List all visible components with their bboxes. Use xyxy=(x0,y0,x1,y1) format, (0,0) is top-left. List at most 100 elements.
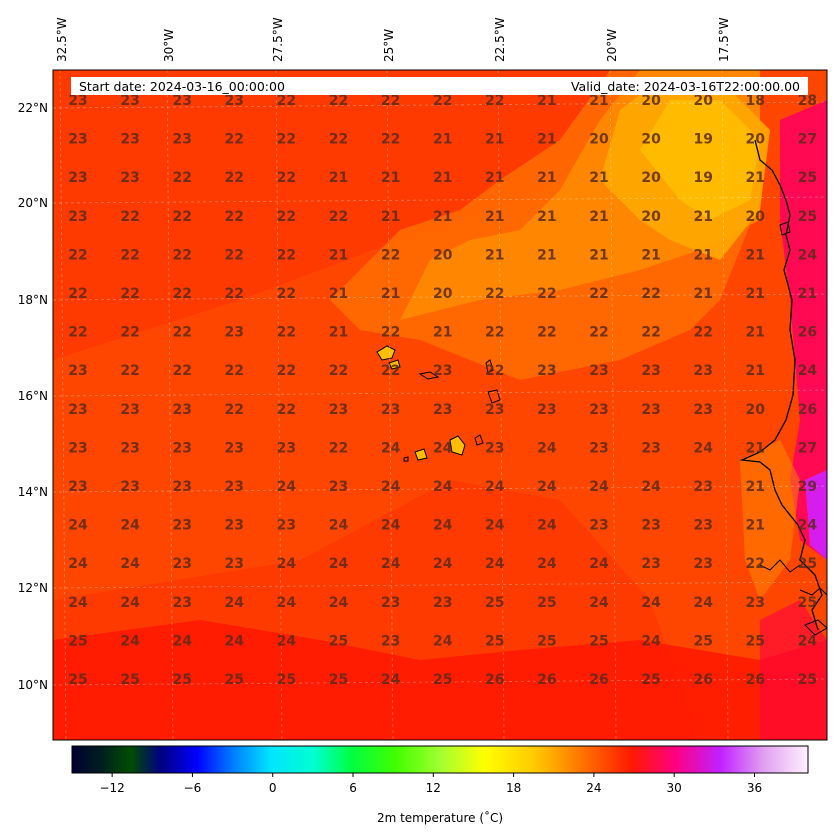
value-label: 20 xyxy=(589,132,609,148)
value-label: 25 xyxy=(329,672,348,688)
value-label: 22 xyxy=(641,286,660,302)
value-label: 21 xyxy=(485,247,504,263)
value-label: 23 xyxy=(68,363,87,379)
value-label: 23 xyxy=(277,518,296,534)
value-label: 23 xyxy=(485,440,504,456)
value-label: 26 xyxy=(693,672,712,688)
value-label: 23 xyxy=(120,440,139,456)
value-label: 21 xyxy=(537,93,556,109)
value-label: 24 xyxy=(693,440,713,456)
value-label: 23 xyxy=(225,479,244,495)
value-label: 23 xyxy=(277,440,296,456)
value-label: 25 xyxy=(589,633,608,649)
temperature-field xyxy=(53,70,827,740)
value-label: 23 xyxy=(589,402,608,418)
value-label: 25 xyxy=(433,672,452,688)
value-label: 23 xyxy=(225,556,244,572)
value-label: 22 xyxy=(225,170,244,186)
value-label: 23 xyxy=(746,595,765,611)
value-label: 21 xyxy=(329,170,348,186)
value-label: 23 xyxy=(225,93,244,109)
value-label: 26 xyxy=(798,402,817,418)
value-label: 21 xyxy=(329,325,348,341)
value-label: 25 xyxy=(68,672,87,688)
value-label: 21 xyxy=(381,209,400,225)
value-label: 22 xyxy=(68,325,87,341)
value-label: 23 xyxy=(433,595,452,611)
value-label: 24 xyxy=(433,479,453,495)
value-label: 24 xyxy=(329,518,349,534)
value-label: 21 xyxy=(433,170,452,186)
value-label: 24 xyxy=(68,556,88,572)
value-label: 22 xyxy=(693,325,712,341)
value-label: 23 xyxy=(172,479,191,495)
value-label: 24 xyxy=(68,518,88,534)
value-label: 23 xyxy=(120,170,139,186)
value-label: 24 xyxy=(537,479,557,495)
value-label: 23 xyxy=(641,518,660,534)
value-label: 21 xyxy=(746,518,765,534)
gridlines xyxy=(53,70,827,740)
value-label: 24 xyxy=(120,518,140,534)
value-label: 25 xyxy=(120,672,139,688)
value-label: 24 xyxy=(381,479,401,495)
value-label: 23 xyxy=(693,479,712,495)
value-label: 21 xyxy=(433,132,452,148)
value-label: 22 xyxy=(277,93,296,109)
value-label: 21 xyxy=(746,440,765,456)
value-label: 20 xyxy=(641,132,661,148)
value-label: 23 xyxy=(641,402,660,418)
value-label: 21 xyxy=(433,325,452,341)
value-label: 21 xyxy=(746,325,765,341)
value-label: 25 xyxy=(277,672,296,688)
value-label: 22 xyxy=(277,286,296,302)
value-label: 21 xyxy=(746,479,765,495)
temperature-values: 23 23 23 23 22 22 22 22 22 21 21 20 20 18 28 23 23 23 22 22… xyxy=(68,93,817,688)
value-label: 21 xyxy=(329,286,348,302)
value-label: 23 xyxy=(120,93,139,109)
value-label: 25 xyxy=(798,170,817,186)
value-label: 22 xyxy=(329,209,348,225)
value-label: 20 xyxy=(746,402,766,418)
value-label: 21 xyxy=(641,247,660,263)
value-label: 25 xyxy=(172,672,191,688)
value-label: 23 xyxy=(68,93,87,109)
value-label: 21 xyxy=(329,247,348,263)
value-label: 22 xyxy=(172,286,191,302)
value-label: 23 xyxy=(485,402,504,418)
lat-label: 10°N xyxy=(18,678,48,692)
value-label: 23 xyxy=(120,479,139,495)
value-label: 21 xyxy=(537,170,556,186)
value-label: 24 xyxy=(381,440,401,456)
value-label: 22 xyxy=(433,93,452,109)
value-label: 24 xyxy=(329,556,349,572)
value-label: 23 xyxy=(68,170,87,186)
lon-label: 30°W xyxy=(162,29,176,62)
value-label: 23 xyxy=(68,440,87,456)
colorbar-label: 2m temperature (˚C) xyxy=(377,810,503,825)
colorbar xyxy=(71,745,809,774)
value-label: 24 xyxy=(277,479,297,495)
value-label: 21 xyxy=(746,363,765,379)
value-label: 22 xyxy=(329,440,348,456)
value-label: 22 xyxy=(589,325,608,341)
value-label: 24 xyxy=(329,595,349,611)
value-label: 25 xyxy=(798,209,817,225)
value-label: 22 xyxy=(172,170,191,186)
value-label: 22 xyxy=(537,325,556,341)
value-label: 22 xyxy=(381,363,400,379)
value-label: 20 xyxy=(693,93,713,109)
value-label: 24 xyxy=(537,440,557,456)
value-label: 22 xyxy=(485,286,504,302)
value-label: 23 xyxy=(641,556,660,572)
value-label: 24 xyxy=(537,556,557,572)
value-label: 23 xyxy=(225,518,244,534)
value-label: 24 xyxy=(693,595,713,611)
value-label: 24 xyxy=(277,633,297,649)
value-label: 27 xyxy=(798,132,817,148)
value-label: 24 xyxy=(225,595,245,611)
value-label: 23 xyxy=(172,595,191,611)
value-label: 23 xyxy=(537,402,556,418)
value-label: 24 xyxy=(381,518,401,534)
value-label: 23 xyxy=(641,440,660,456)
